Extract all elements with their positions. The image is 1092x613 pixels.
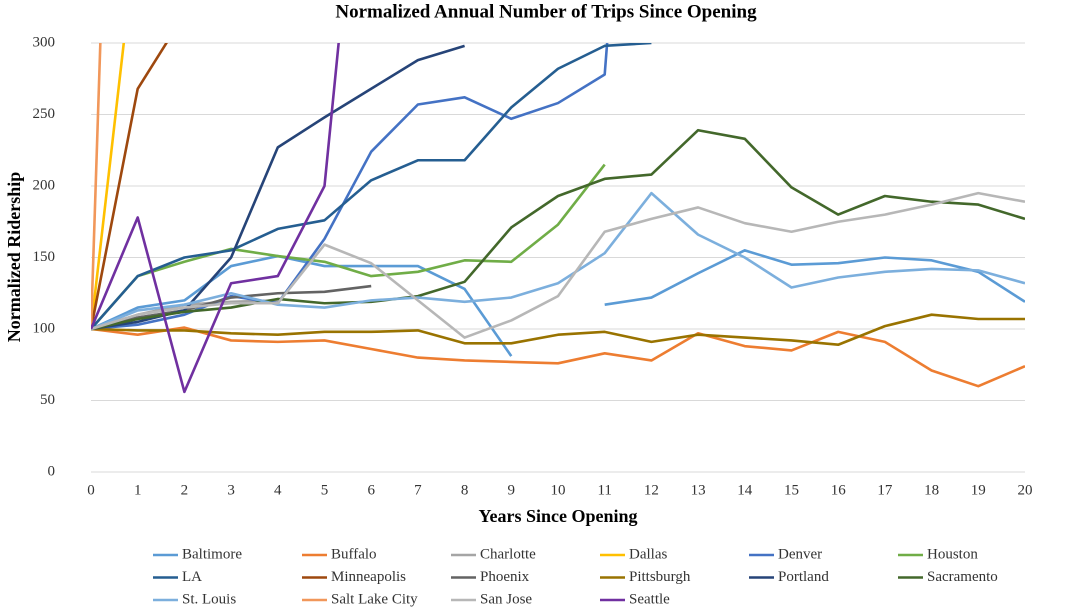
series-line bbox=[91, 128, 1025, 331]
x-tick-label: 9 bbox=[508, 482, 516, 498]
legend-label: Denver bbox=[778, 546, 822, 562]
legend-label: San Jose bbox=[480, 591, 532, 607]
legend-label: LA bbox=[182, 569, 202, 585]
legend-label: Minneapolis bbox=[331, 569, 406, 585]
series-line bbox=[91, 44, 465, 331]
series-line bbox=[91, 191, 1025, 339]
y-tick-label: 250 bbox=[33, 106, 56, 122]
series-line bbox=[91, 43, 609, 331]
series-line bbox=[91, 43, 168, 330]
x-tick-label: 14 bbox=[737, 482, 753, 498]
x-tick-label: 0 bbox=[87, 482, 95, 498]
series-line bbox=[91, 284, 372, 331]
x-tick-label: 6 bbox=[367, 482, 375, 498]
y-tick-label: 300 bbox=[33, 34, 56, 50]
legend-label: Dallas bbox=[629, 546, 667, 562]
series-line bbox=[91, 191, 1025, 331]
x-tick-label: 15 bbox=[784, 482, 799, 498]
legend-label: Phoenix bbox=[480, 569, 530, 585]
series-line bbox=[91, 43, 652, 330]
x-tick-label: 3 bbox=[227, 482, 235, 498]
plot-area bbox=[91, 43, 1025, 394]
x-tick-label: 1 bbox=[134, 482, 142, 498]
legend-label: Houston bbox=[927, 546, 978, 562]
x-tick-label: 17 bbox=[877, 482, 893, 498]
x-tick-label: 11 bbox=[597, 482, 611, 498]
legend-label: Portland bbox=[778, 569, 829, 585]
x-tick-label: 16 bbox=[831, 482, 847, 498]
y-tick-label: 100 bbox=[33, 320, 56, 336]
x-tick-label: 20 bbox=[1018, 482, 1033, 498]
series-line bbox=[91, 326, 1025, 388]
legend-label: Seattle bbox=[629, 591, 670, 607]
series-line bbox=[91, 43, 340, 394]
legend-label: St. Louis bbox=[182, 591, 236, 607]
y-axis-label: Normalized Ridership bbox=[4, 172, 24, 343]
y-tick-label: 0 bbox=[48, 463, 56, 479]
legend-label: Salt Lake City bbox=[331, 591, 418, 607]
x-axis-label: Years Since Opening bbox=[478, 506, 637, 526]
x-tick-label: 12 bbox=[644, 482, 659, 498]
x-tick-label: 8 bbox=[461, 482, 469, 498]
legend-label: Charlotte bbox=[480, 546, 536, 562]
x-tick-label: 13 bbox=[691, 482, 706, 498]
x-tick-label: 4 bbox=[274, 482, 282, 498]
legend: Baltimore Buffalo Charlotte Dallas Denver Hou… bbox=[153, 546, 998, 607]
series-line bbox=[91, 43, 126, 330]
legend-label: Buffalo bbox=[331, 546, 377, 562]
x-tick-label: 19 bbox=[971, 482, 986, 498]
x-tick-label: 5 bbox=[321, 482, 329, 498]
series-line bbox=[91, 313, 1025, 347]
legend-label: Sacramento bbox=[927, 569, 998, 585]
legend-label: Baltimore bbox=[182, 546, 242, 562]
legend-label: Pittsburgh bbox=[629, 569, 691, 585]
x-tick-label: 7 bbox=[414, 482, 422, 498]
x-tick-label: 2 bbox=[181, 482, 189, 498]
chart-title: Normalized Annual Number of Trips Since … bbox=[335, 1, 757, 22]
series-line bbox=[91, 163, 606, 330]
series-line bbox=[91, 43, 102, 330]
y-tick-label: 150 bbox=[33, 249, 56, 265]
y-tick-label: 50 bbox=[40, 392, 55, 408]
x-tick-label: 10 bbox=[551, 482, 566, 498]
y-tick-label: 200 bbox=[33, 177, 56, 193]
x-tick-label: 18 bbox=[924, 482, 939, 498]
